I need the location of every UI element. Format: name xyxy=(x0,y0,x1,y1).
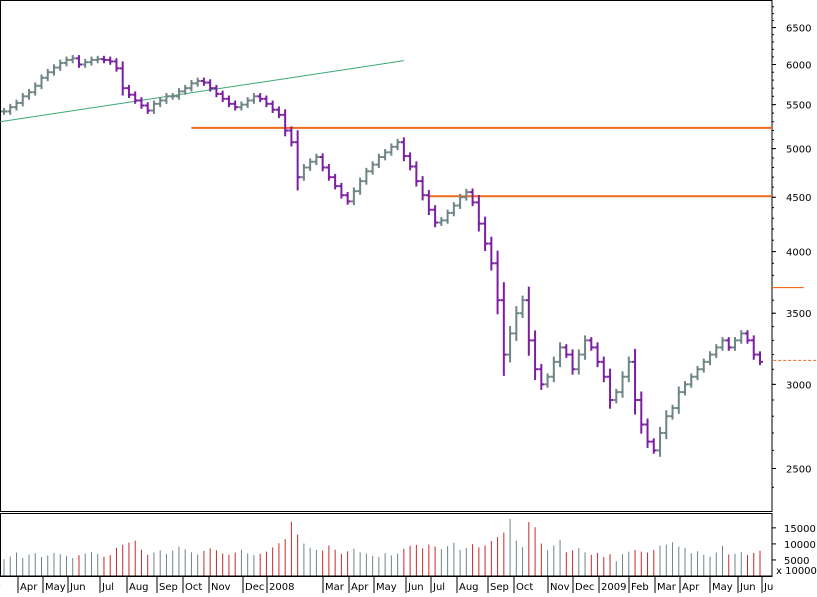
x-tick-label: Aug xyxy=(129,582,149,593)
price-y-tick-label: 4500 xyxy=(786,193,811,204)
price-y-tick-label: 5000 xyxy=(786,145,811,156)
x-tick-label: Apr xyxy=(20,582,38,593)
x-tick-label: Oct xyxy=(185,582,202,593)
price-y-tick-label: 3000 xyxy=(786,380,811,391)
x-tick-label: Jun xyxy=(407,582,424,593)
x-tick-label: Jul xyxy=(432,582,445,593)
price-y-tick-label: 4000 xyxy=(786,248,811,259)
x-tick-label: Aug xyxy=(459,582,479,593)
x-tick-label: Sep xyxy=(490,582,509,593)
volume-y-tick-label: 10000 xyxy=(784,540,816,551)
x-tick-label: Jun xyxy=(69,582,86,593)
x-tick-label: Nov xyxy=(211,582,231,593)
volume-scale-note: x 100000 xyxy=(776,566,817,577)
x-tick-label: Apr xyxy=(682,582,700,593)
x-tick-label: Ju xyxy=(763,582,773,593)
x-tick-label: Dec xyxy=(245,582,264,593)
x-tick-label: Jun xyxy=(739,582,756,593)
x-tick-label: Mar xyxy=(657,582,677,593)
x-tick-label: Feb xyxy=(631,582,649,593)
x-tick-label: Jul xyxy=(101,582,114,593)
x-tick-label: Dec xyxy=(575,582,594,593)
x-tick-label: 2008 xyxy=(269,582,294,593)
x-tick-label: May xyxy=(712,582,733,593)
price-y-tick-label: 3500 xyxy=(786,309,811,320)
price-y-tick-label: 5500 xyxy=(786,101,811,112)
price-y-tick-label: 6000 xyxy=(786,60,811,71)
x-tick-label: Nov xyxy=(550,582,570,593)
x-tick-label: May xyxy=(376,582,397,593)
x-tick-label: Apr xyxy=(351,582,369,593)
x-tick-label: Oct xyxy=(516,582,533,593)
volume-y-tick-label: 15000 xyxy=(784,524,816,535)
x-tick-label: 2009 xyxy=(601,582,626,593)
x-tick-label: May xyxy=(45,582,66,593)
x-tick-label: Mar xyxy=(325,582,345,593)
price-y-tick-label: 6500 xyxy=(786,24,811,35)
price-y-tick-label: 2500 xyxy=(786,464,811,475)
x-tick-label: Sep xyxy=(159,582,178,593)
